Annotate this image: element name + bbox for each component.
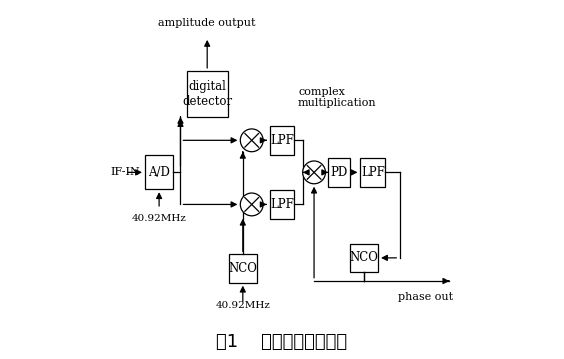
Text: A/D: A/D — [148, 166, 170, 179]
Text: 图1    幅相测量实现框图: 图1 幅相测量实现框图 — [217, 332, 347, 351]
Text: LPF: LPF — [361, 166, 385, 179]
Text: complex
multiplication: complex multiplication — [298, 87, 377, 108]
Text: digital
detector: digital detector — [182, 80, 232, 108]
FancyBboxPatch shape — [270, 126, 294, 155]
FancyBboxPatch shape — [270, 190, 294, 219]
FancyBboxPatch shape — [145, 155, 173, 189]
Circle shape — [303, 161, 325, 184]
FancyBboxPatch shape — [228, 254, 257, 283]
Text: LPF: LPF — [270, 198, 294, 211]
FancyBboxPatch shape — [328, 158, 350, 187]
Text: phase out: phase out — [398, 292, 453, 302]
Text: PD: PD — [331, 166, 347, 179]
Text: NCO: NCO — [228, 262, 257, 275]
FancyBboxPatch shape — [187, 71, 228, 117]
Text: LPF: LPF — [270, 134, 294, 147]
Text: 40.92MHz: 40.92MHz — [215, 302, 270, 311]
Text: 40.92MHz: 40.92MHz — [131, 214, 187, 223]
Text: amplitude output: amplitude output — [158, 18, 256, 28]
Circle shape — [240, 193, 263, 216]
Text: NCO: NCO — [350, 251, 378, 264]
Text: IF-IN: IF-IN — [111, 167, 140, 177]
FancyBboxPatch shape — [350, 244, 378, 272]
Circle shape — [240, 129, 263, 152]
FancyBboxPatch shape — [360, 158, 385, 187]
